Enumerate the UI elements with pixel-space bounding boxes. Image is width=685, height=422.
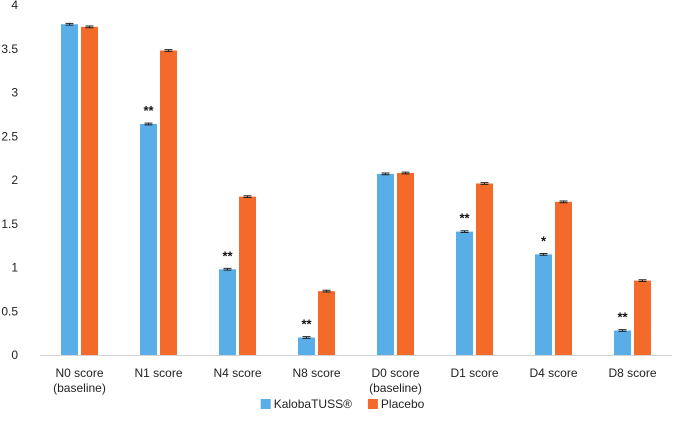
bar-placebo-0 bbox=[81, 26, 98, 355]
bar-placebo-1 bbox=[160, 50, 177, 355]
bar-kalobatuss-2 bbox=[219, 269, 236, 355]
bar-placebo-3 bbox=[318, 291, 335, 355]
y-tick-label-1: 0.5 bbox=[1, 304, 18, 318]
bar-kalobatuss-1 bbox=[140, 124, 157, 355]
x-tick-label-5: D1 score bbox=[450, 366, 498, 380]
legend-swatch bbox=[367, 399, 378, 409]
x-tick-label-line: D1 score bbox=[450, 366, 498, 380]
x-tick-label-line: (baseline) bbox=[369, 381, 422, 395]
legend-label: KalobaTUSS® bbox=[274, 397, 352, 411]
significance-marker-3: ** bbox=[459, 211, 470, 226]
x-tick-label-1: N1 score bbox=[134, 366, 182, 380]
x-tick-label-0: N0 score (baseline) bbox=[53, 366, 106, 395]
plot-area bbox=[61, 22, 651, 355]
bar-placebo-6 bbox=[555, 201, 572, 355]
x-tick-label-line: D8 score bbox=[608, 366, 656, 380]
y-axis: 0 0.5 1 1.5 2 2.5 3 3.5 4 bbox=[1, 0, 18, 362]
x-tick-label-line: N0 score bbox=[55, 366, 103, 380]
bar-placebo-5 bbox=[476, 183, 493, 355]
y-tick-label-0: 0 bbox=[11, 348, 18, 362]
bar-kalobatuss-5 bbox=[456, 231, 473, 355]
bar-kalobatuss-7 bbox=[614, 330, 631, 355]
y-tick-label-7: 3.5 bbox=[1, 42, 18, 56]
bar-placebo-2 bbox=[239, 196, 256, 355]
x-tick-label-6: D4 score bbox=[529, 366, 577, 380]
x-tick-label-7: D8 score bbox=[608, 366, 656, 380]
bar-placebo-4 bbox=[397, 173, 414, 355]
x-tick-label-3: N8 score bbox=[292, 366, 340, 380]
x-axis: N0 score (baseline)N1 score N4 score N8 sco… bbox=[40, 355, 672, 395]
x-tick-label-line: D0 score bbox=[371, 366, 419, 380]
legend-label: Placebo bbox=[381, 397, 425, 411]
legend: KalobaTUSS® Placebo bbox=[260, 397, 425, 411]
y-tick-label-4: 2 bbox=[11, 173, 18, 187]
y-tick-label-6: 3 bbox=[11, 86, 18, 100]
bar-placebo-7 bbox=[634, 280, 651, 355]
legend-item-kalobatuss: KalobaTUSS® bbox=[260, 397, 352, 411]
x-tick-label-line: N4 score bbox=[213, 366, 261, 380]
x-tick-label-line: D4 score bbox=[529, 366, 577, 380]
y-tick-label-5: 2.5 bbox=[1, 129, 18, 143]
legend-item-placebo: Placebo bbox=[367, 397, 425, 411]
bar-kalobatuss-6 bbox=[535, 254, 552, 355]
x-tick-label-line: (baseline) bbox=[53, 381, 106, 395]
x-tick-label-line: N8 score bbox=[292, 366, 340, 380]
significance-marker-1: ** bbox=[222, 248, 233, 263]
y-tick-label-2: 1 bbox=[11, 261, 18, 275]
y-tick-label-8: 4 bbox=[11, 0, 18, 12]
legend-swatch bbox=[260, 399, 271, 409]
y-tick-label-3: 1.5 bbox=[1, 217, 18, 231]
significance-markers: *********** bbox=[143, 103, 628, 332]
bar-kalobatuss-4 bbox=[377, 173, 394, 355]
x-tick-label-2: N4 score bbox=[213, 366, 261, 380]
x-tick-label-line: N1 score bbox=[134, 366, 182, 380]
significance-marker-4: * bbox=[541, 233, 547, 248]
bar-kalobatuss-3 bbox=[298, 337, 315, 355]
x-tick-label-4: D0 score (baseline) bbox=[369, 366, 422, 395]
significance-marker-2: ** bbox=[301, 317, 312, 332]
significance-marker-5: ** bbox=[617, 310, 628, 325]
significance-marker-0: ** bbox=[143, 103, 154, 118]
bar-kalobatuss-0 bbox=[61, 24, 78, 355]
